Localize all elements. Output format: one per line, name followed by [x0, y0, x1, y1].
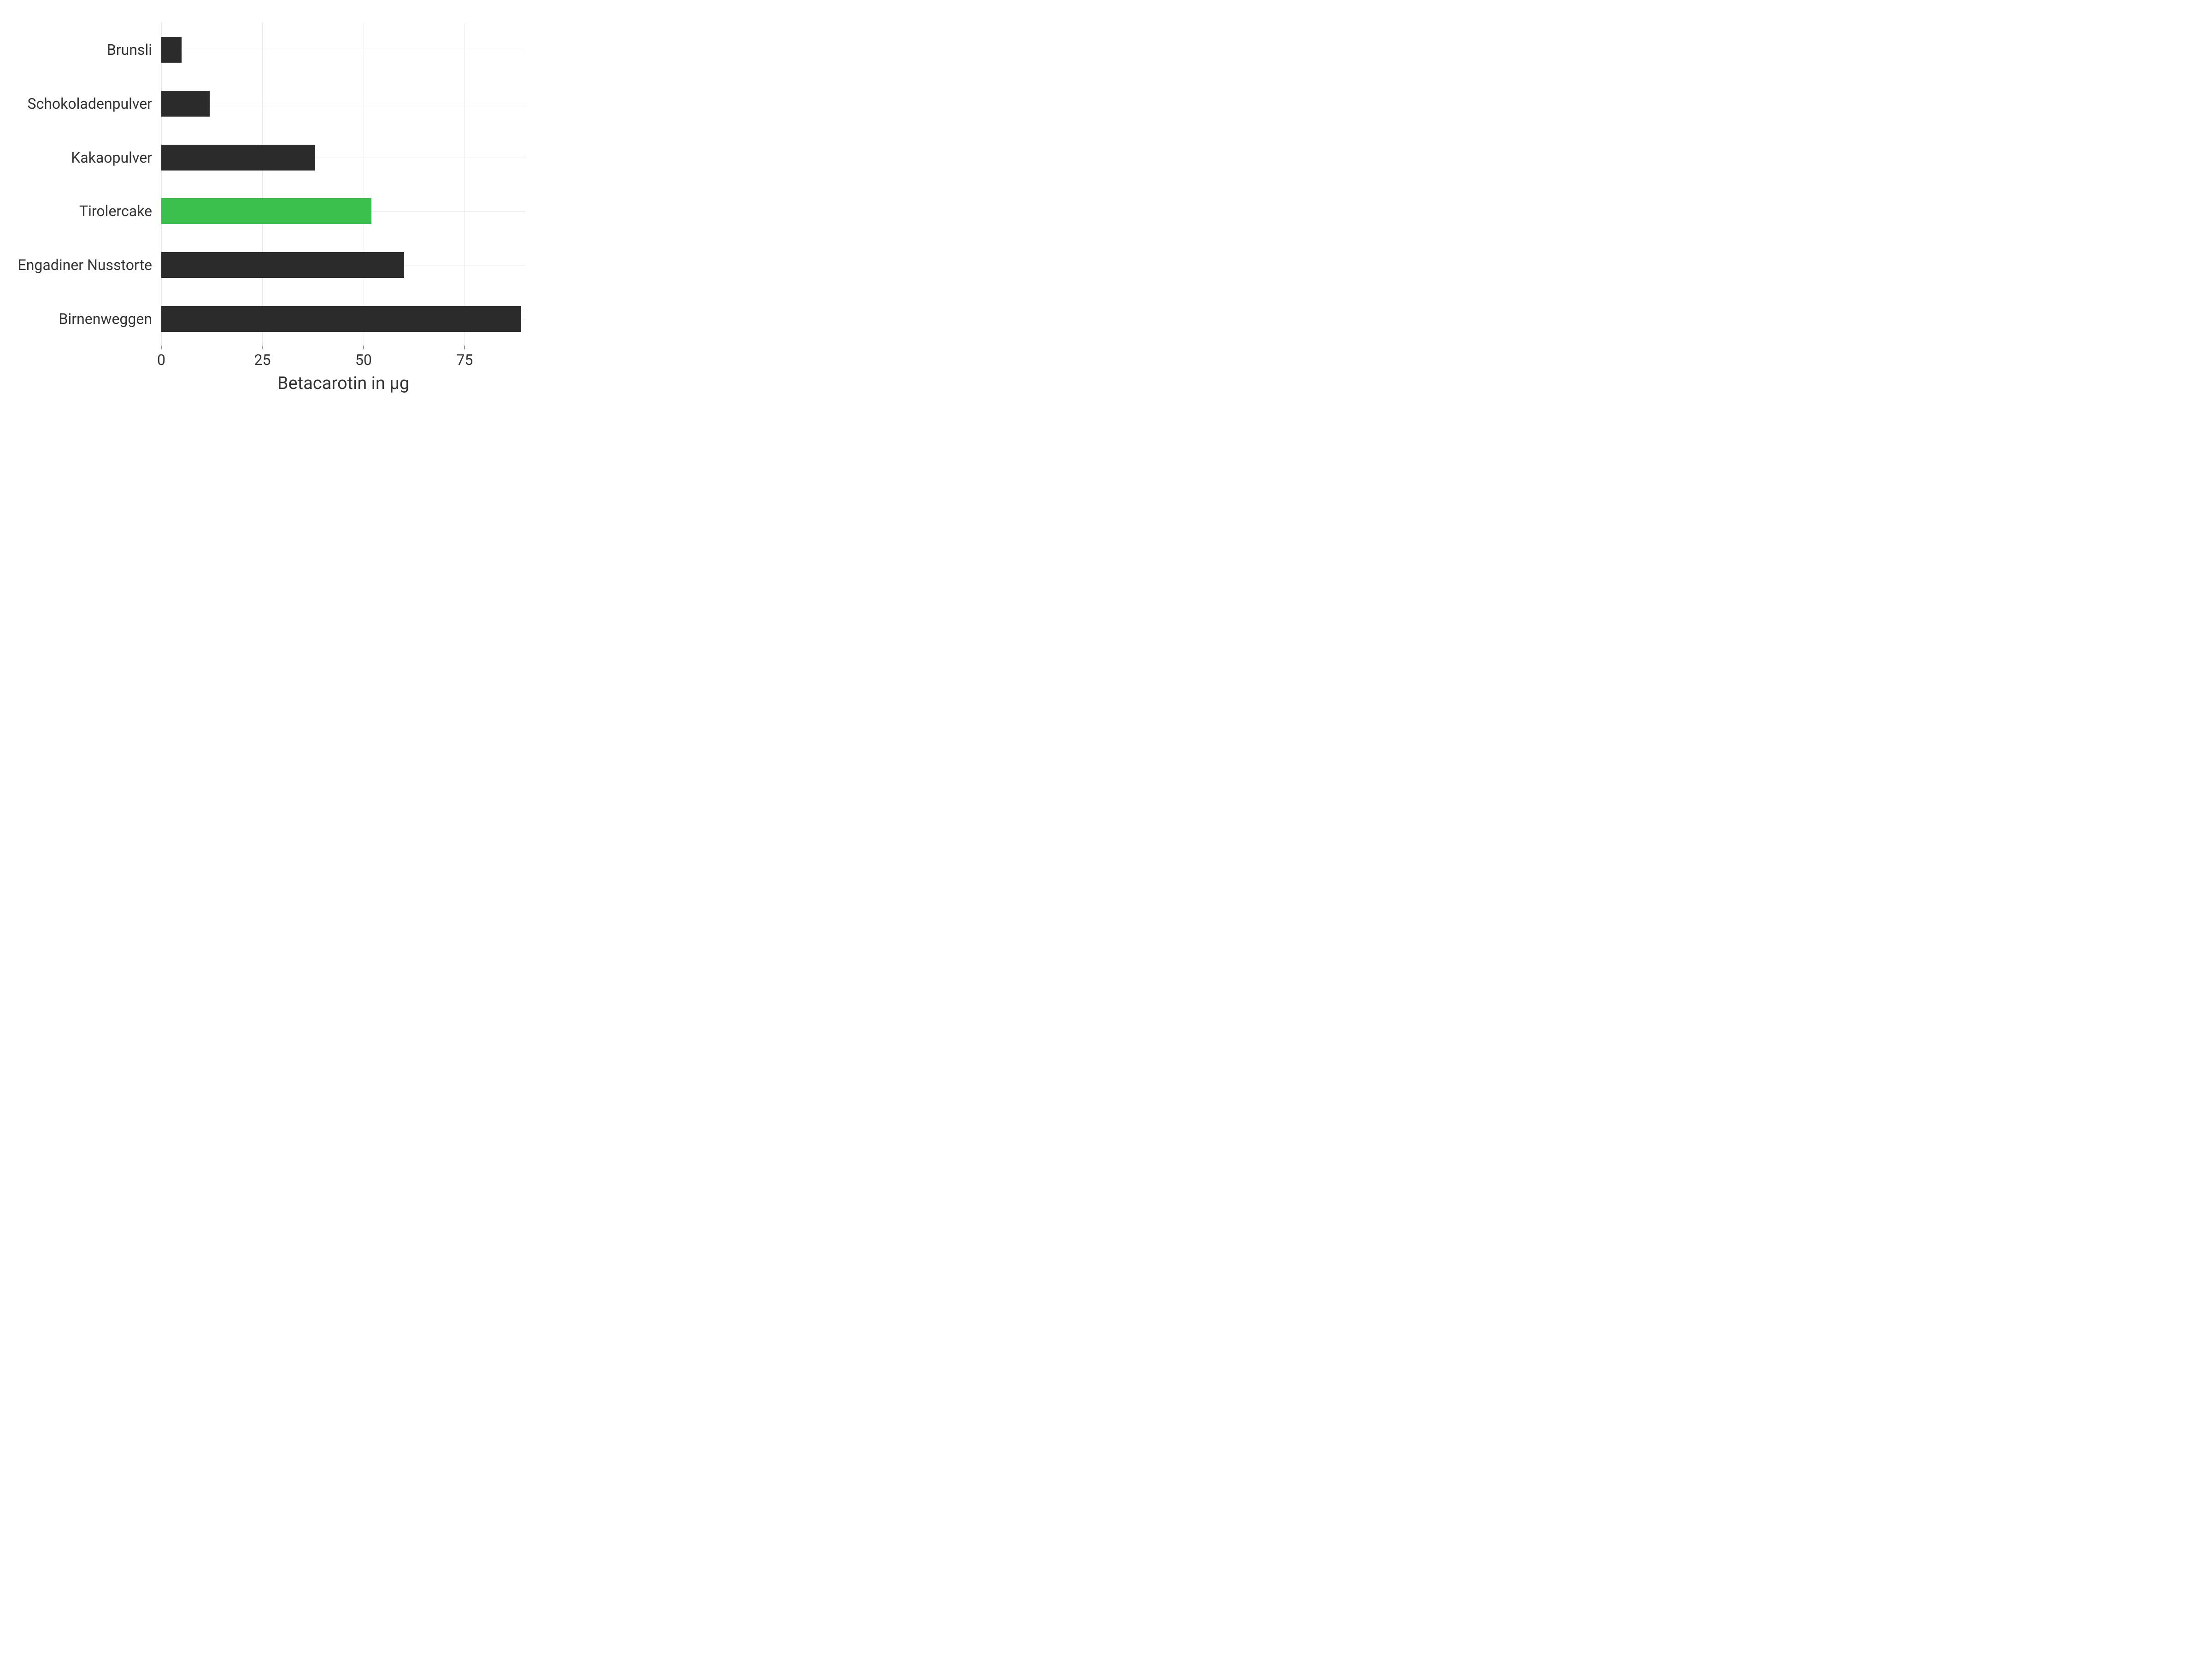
y-axis-label: Schokoladenpulver — [28, 95, 152, 112]
bar — [161, 91, 210, 117]
x-axis-tick-mark — [363, 346, 364, 349]
y-axis-label: Birnenweggen — [59, 310, 152, 328]
y-axis-label: Engadiner Nusstorte — [18, 256, 152, 274]
bar — [161, 37, 182, 63]
grid-line-vertical — [161, 23, 162, 346]
y-axis-label: Kakaopulver — [71, 149, 152, 166]
plot-area: Betacarotin in µg BrunsliSchokoladenpulv… — [161, 23, 525, 346]
bar — [161, 252, 404, 278]
grid-line-vertical — [262, 23, 263, 346]
y-axis-label: Tirolercake — [79, 202, 152, 220]
x-axis-tick-mark — [161, 346, 162, 349]
x-axis-tick-label: 50 — [355, 351, 372, 369]
bar — [161, 306, 521, 332]
x-axis-tick-mark — [262, 346, 263, 349]
x-axis-title: Betacarotin in µg — [277, 373, 409, 394]
x-axis-tick-label: 0 — [157, 351, 165, 369]
y-axis-label: Brunsli — [107, 41, 152, 59]
x-axis-tick-label: 75 — [456, 351, 473, 369]
chart-container: Betacarotin in µg Brunsli Schokoladenpulv… — [0, 0, 553, 415]
bar — [161, 198, 371, 224]
bar — [161, 145, 315, 171]
x-axis-tick-label: 25 — [254, 351, 271, 369]
